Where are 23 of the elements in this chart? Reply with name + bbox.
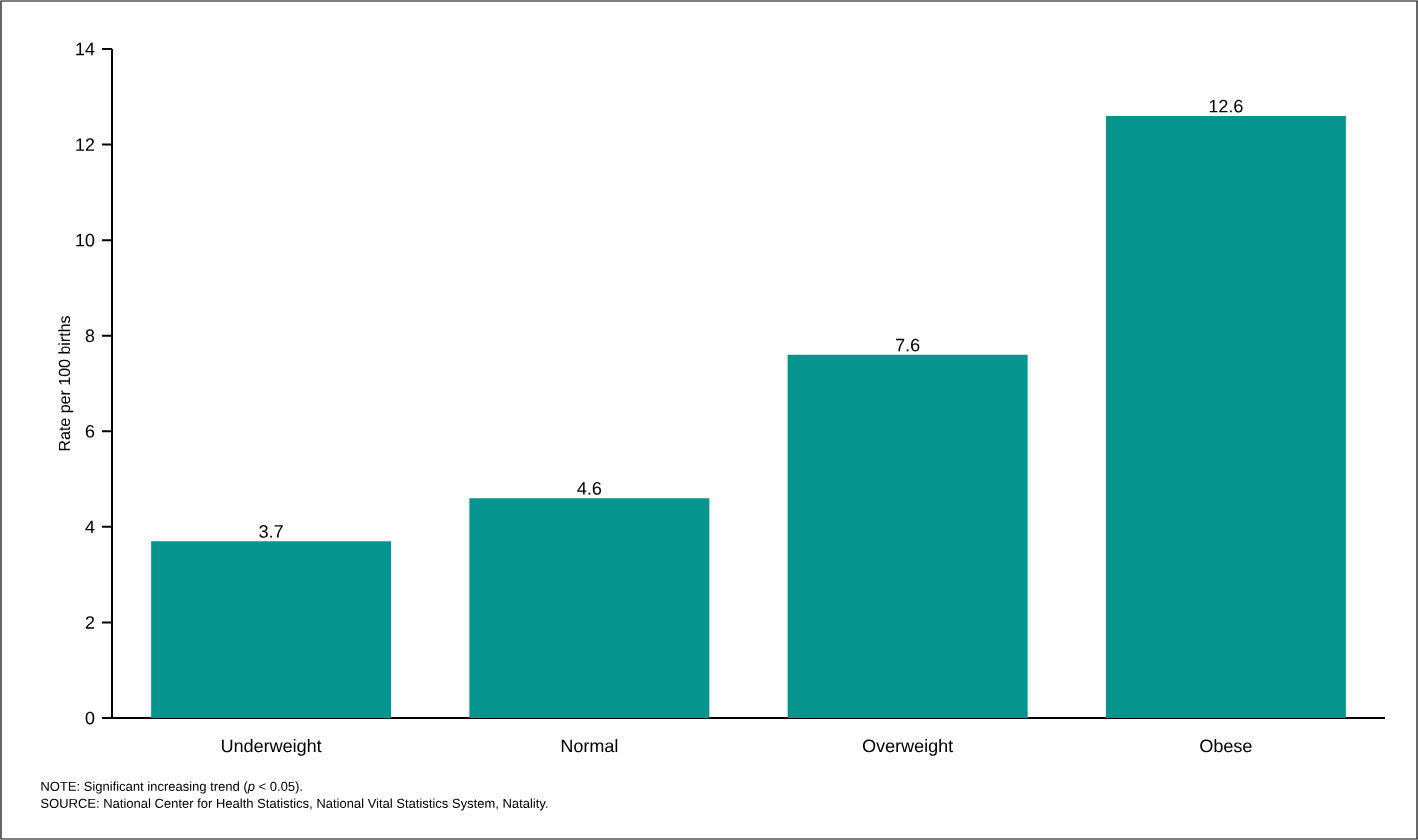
y-tick-label: 8 bbox=[85, 329, 95, 343]
data-label: 4.6 bbox=[577, 482, 602, 495]
y-axis-title: Rate per 100 births bbox=[58, 316, 74, 451]
data-label: 3.7 bbox=[259, 525, 283, 538]
text: NOTE: Significant increasing trend (p < 0.05). bbox=[41, 781, 302, 794]
y-tick-label: 10 bbox=[76, 233, 95, 247]
bar bbox=[469, 498, 710, 718]
y-tick-label: 4 bbox=[85, 520, 95, 534]
data-label: 7.6 bbox=[896, 338, 920, 352]
y-tick-label: 2 bbox=[85, 616, 95, 629]
x-tick-label: Overweight bbox=[862, 739, 954, 756]
y-tick-label: 0 bbox=[85, 711, 95, 725]
y-tick-label: 12 bbox=[76, 138, 95, 151]
x-tick-label: Underweight bbox=[221, 739, 322, 756]
data-label: 12.6 bbox=[1209, 99, 1243, 113]
bar bbox=[787, 354, 1028, 718]
x-tick-label: Obese bbox=[1200, 739, 1252, 753]
x-tick-label: Normal bbox=[561, 739, 618, 753]
bar bbox=[1105, 115, 1346, 718]
bar bbox=[151, 541, 392, 718]
source-note: SOURCE: National Center for Health Statistics, National Vital Statistics System, Natality. bbox=[40, 798, 548, 811]
y-tick-label: 6 bbox=[85, 424, 95, 438]
y-tick-label: 14 bbox=[76, 42, 95, 56]
